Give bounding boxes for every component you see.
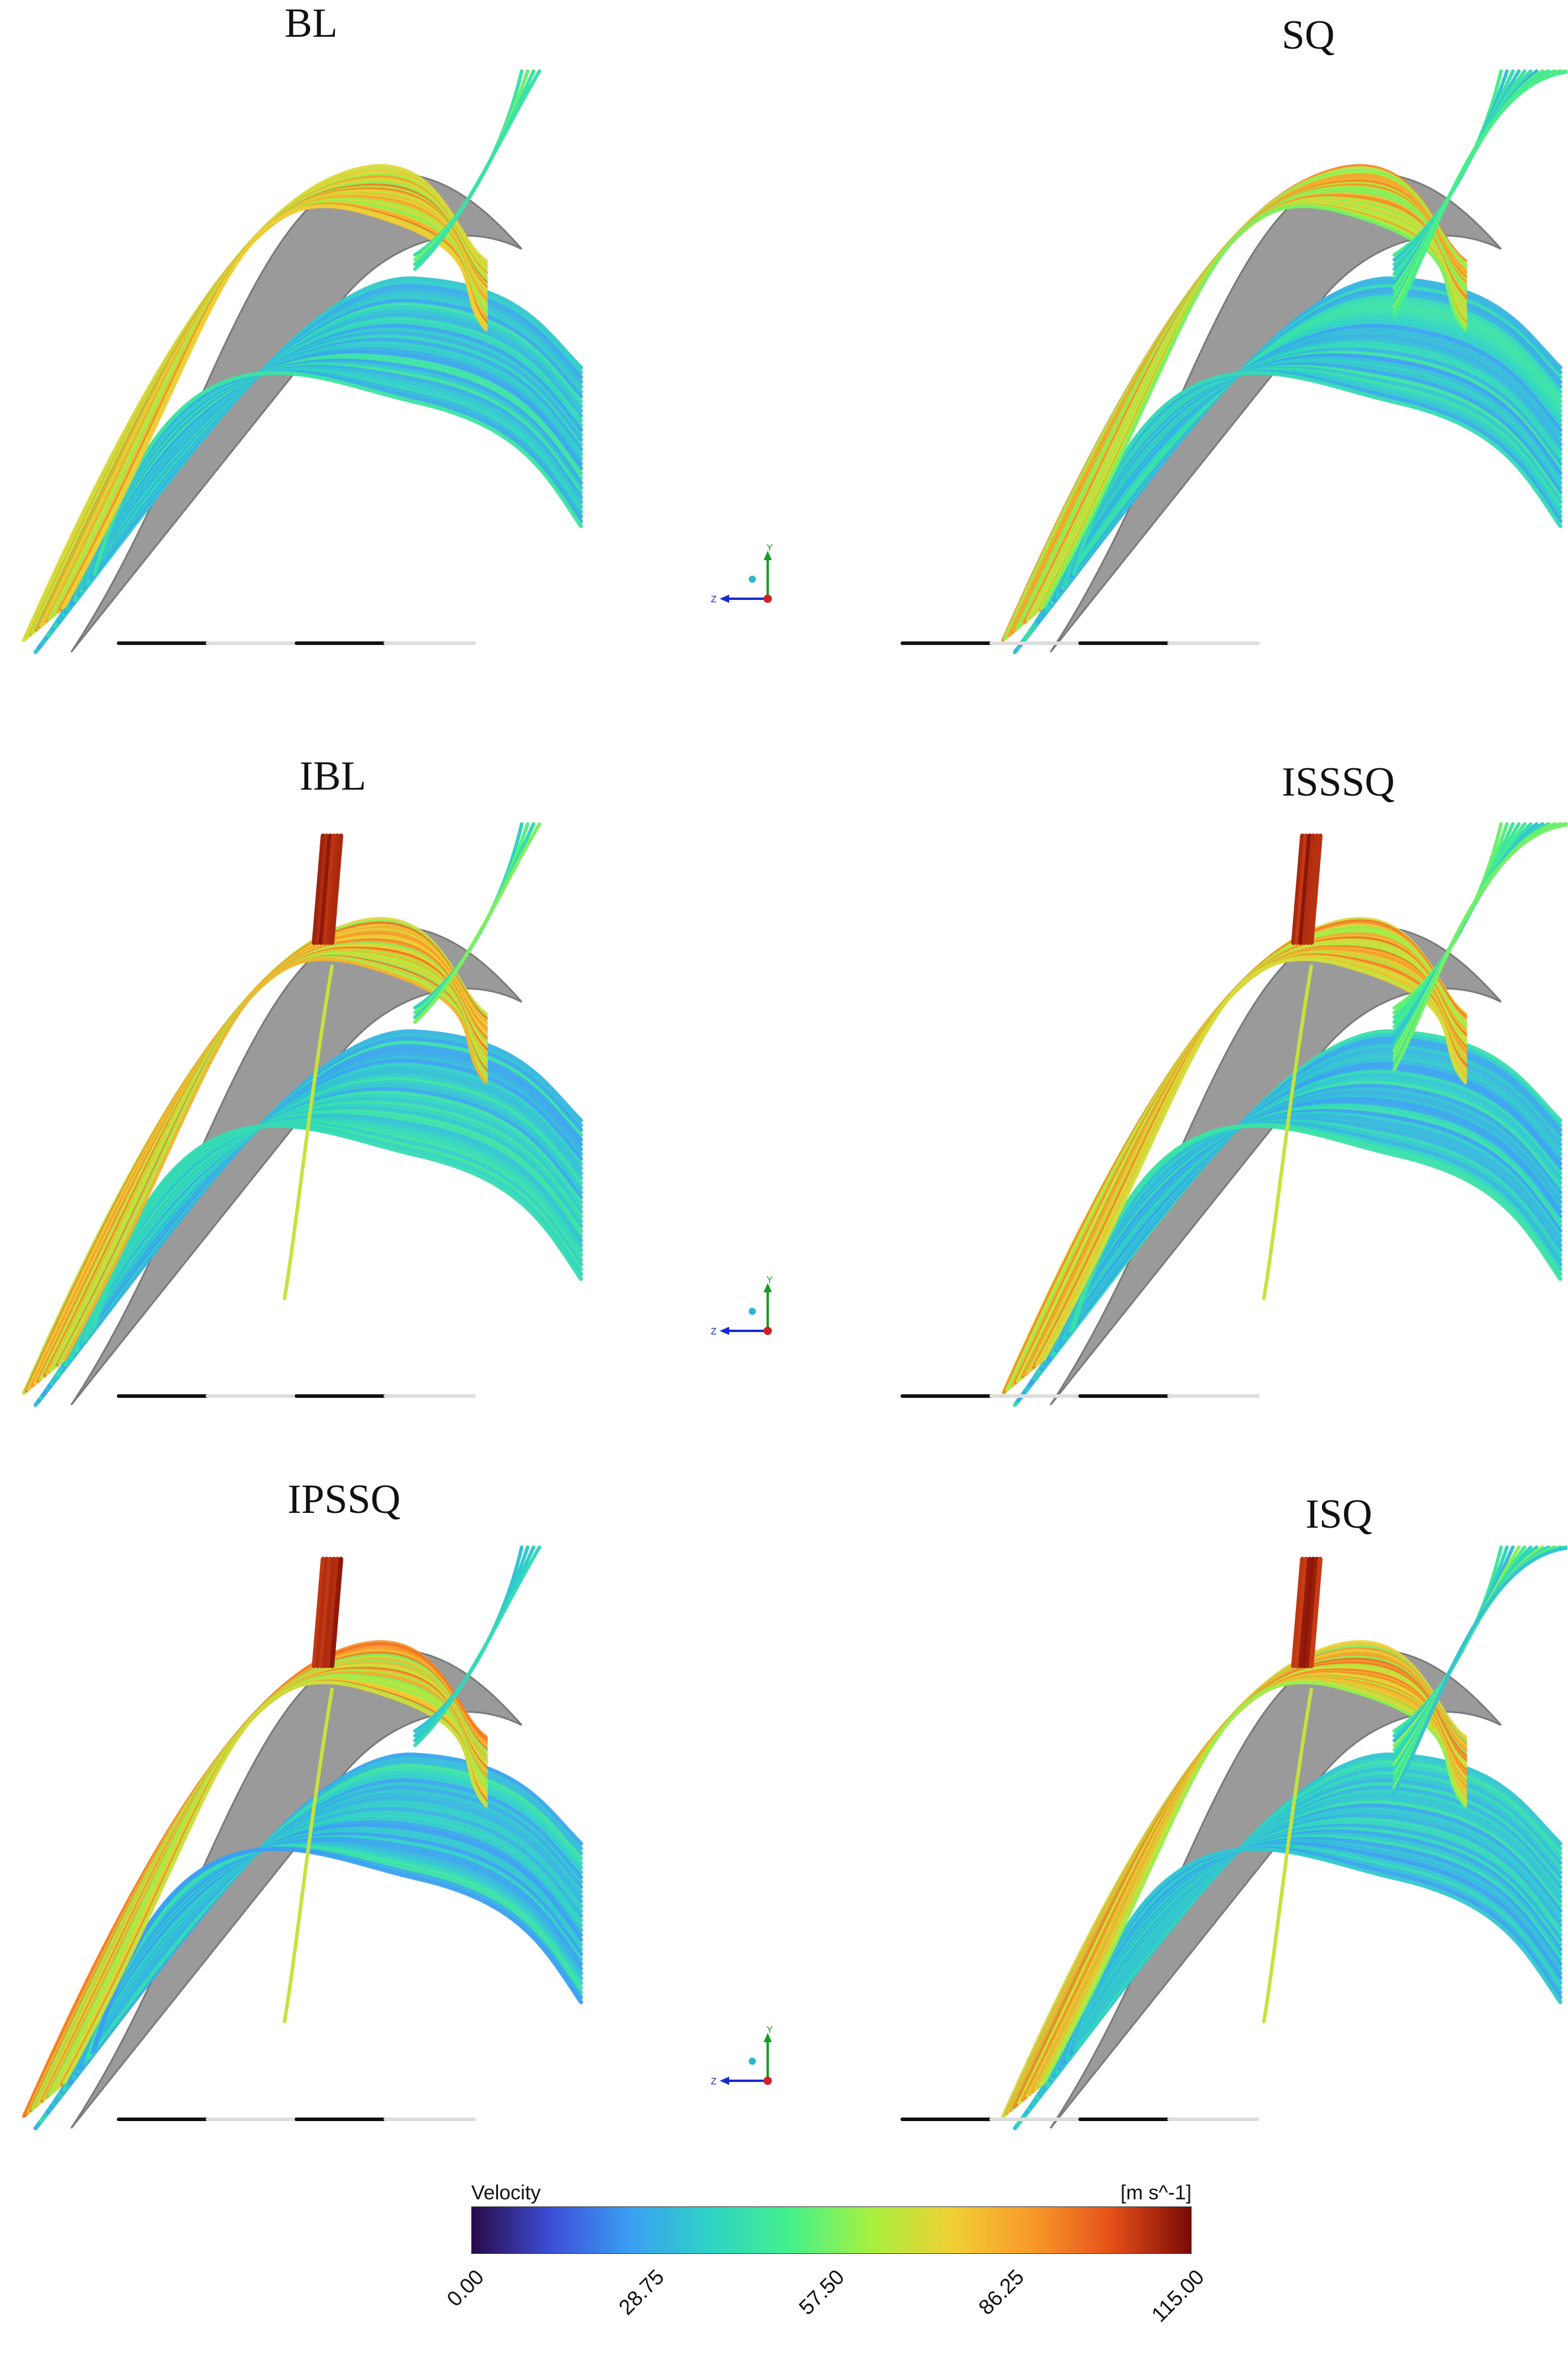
colorbar-title: Velocity bbox=[471, 2182, 541, 2204]
streamline-plot bbox=[900, 69, 1567, 654]
axis-triad-icon: Y Z bbox=[711, 2025, 773, 2087]
colorbar-tick: 115.00 bbox=[1147, 2265, 1209, 2327]
axis-label-z: Z bbox=[711, 595, 717, 605]
panel-title: SQ bbox=[1282, 12, 1335, 58]
colorbar-tick: 57.50 bbox=[794, 2265, 849, 2320]
panel-title: ISSSQ bbox=[1282, 759, 1395, 805]
streamline-plot bbox=[22, 1545, 583, 2131]
panel-title: IPSSQ bbox=[288, 1477, 401, 1522]
panel-title: IBL bbox=[299, 753, 366, 799]
panel-title: BL bbox=[285, 1, 338, 46]
panel-ibl: IBL bbox=[0, 753, 784, 1506]
colorbar-tick: 0.00 bbox=[442, 2265, 488, 2311]
panel-sq: SQ bbox=[784, 0, 1567, 753]
colorbar-gradient bbox=[471, 2206, 1192, 2254]
panel-ipssq: IPSSQ bbox=[0, 1476, 784, 2229]
colorbar-units: [m s^-1] bbox=[1120, 2182, 1192, 2204]
panel-title: ISQ bbox=[1305, 1492, 1372, 1537]
axis-triad-icon: Y Z bbox=[711, 1275, 773, 1337]
axis-label-z: Z bbox=[711, 2077, 717, 2087]
axis-label-y: Y bbox=[767, 2025, 773, 2035]
streamline-plot bbox=[900, 822, 1567, 1407]
panel-bl: BL bbox=[0, 0, 784, 753]
axis-label-y: Y bbox=[767, 1275, 773, 1285]
panel-isq: ISQ bbox=[784, 1476, 1567, 2229]
axis-label-y: Y bbox=[767, 543, 773, 553]
colorbar-tick: 86.25 bbox=[973, 2265, 1029, 2320]
streamline-plot bbox=[900, 1545, 1567, 2131]
streamline-plot bbox=[22, 822, 583, 1407]
axis-label-z: Z bbox=[711, 1327, 717, 1337]
streamline-plot bbox=[22, 69, 583, 654]
colorbar-tick: 28.75 bbox=[614, 2265, 669, 2320]
axis-triad-icon: Y Z bbox=[711, 543, 773, 605]
panel-isssq: ISSSQ bbox=[784, 753, 1567, 1506]
